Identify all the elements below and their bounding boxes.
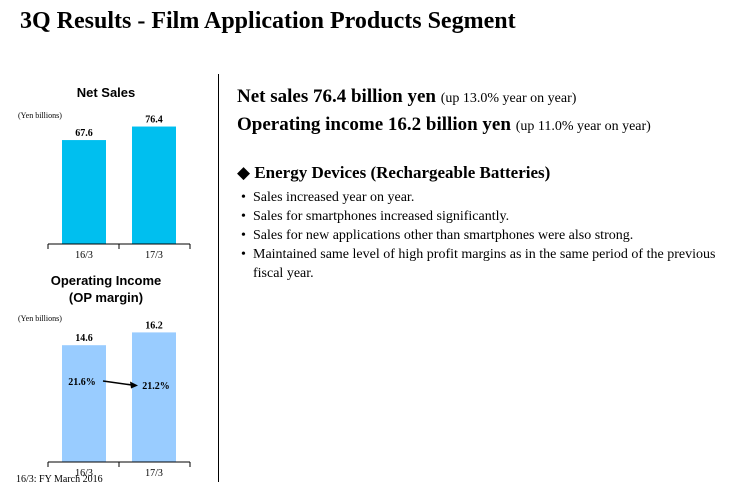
category-label: 17/3 (145, 250, 163, 261)
margin-label: 21.6% (68, 377, 96, 388)
vertical-divider (218, 74, 219, 482)
margin-label: 21.2% (142, 381, 170, 392)
operating-income-main: Operating income 16.2 billion yen (237, 114, 511, 135)
margin-change-arrow (102, 380, 133, 386)
bullet-item: Sales increased year on year. (237, 188, 737, 207)
chart-title: Operating Income (OP margin) (51, 273, 162, 305)
bullet-item: Sales for smartphones increased signific… (237, 207, 737, 226)
value-label: 76.4 (145, 115, 163, 126)
page-title: 3Q Results - Film Application Products S… (20, 8, 516, 34)
unit-label: (Yen billions) (18, 111, 62, 120)
bar (62, 345, 106, 462)
category-label: 16/3 (75, 468, 93, 479)
bullet-item: Maintained same level of high profit mar… (237, 245, 737, 283)
category-label: 16/3 (75, 250, 93, 261)
value-label: 14.6 (75, 333, 93, 344)
bullet-item: Sales for new applications other than sm… (237, 226, 737, 245)
value-label: 67.6 (75, 128, 93, 139)
operating-income-headline: Operating income 16.2 billion yen (up 11… (237, 112, 737, 140)
net-sales-headline: Net sales 76.4 billion yen (up 13.0% yea… (237, 84, 737, 112)
operating-income-chart: Operating Income (OP margin) (Yen billions… (18, 273, 191, 479)
category-label: 17/3 (145, 468, 163, 479)
chart-title-line: Net Sales (77, 85, 136, 100)
operating-income-change: (up 11.0% year on year) (515, 119, 651, 134)
bar (132, 126, 176, 244)
value-label: 16.2 (145, 320, 163, 331)
net-sales-main: Net sales 76.4 billion yen (237, 86, 436, 107)
bar (62, 140, 106, 244)
chart-title-line: (OP margin) (69, 290, 143, 305)
chart-title-line: Operating Income (51, 273, 162, 288)
footnote: 16/3: FY March 2016 (16, 474, 103, 485)
energy-devices-heading: ◆ Energy Devices (Rechargeable Batteries… (237, 163, 551, 182)
energy-devices-bullets: Sales increased year on year. Sales for … (237, 188, 737, 283)
net-sales-change: (up 13.0% year on year) (440, 91, 577, 106)
summary-panel: Net sales 76.4 billion yen (up 13.0% yea… (237, 84, 737, 283)
bar (132, 332, 176, 462)
chart-title: Net Sales (77, 85, 136, 100)
net-sales-chart: Net Sales (Yen billions) 67.6 16/3 76.4 17/3 (18, 85, 191, 261)
unit-label: (Yen billions) (18, 314, 62, 323)
arrow-head-icon (130, 381, 138, 389)
